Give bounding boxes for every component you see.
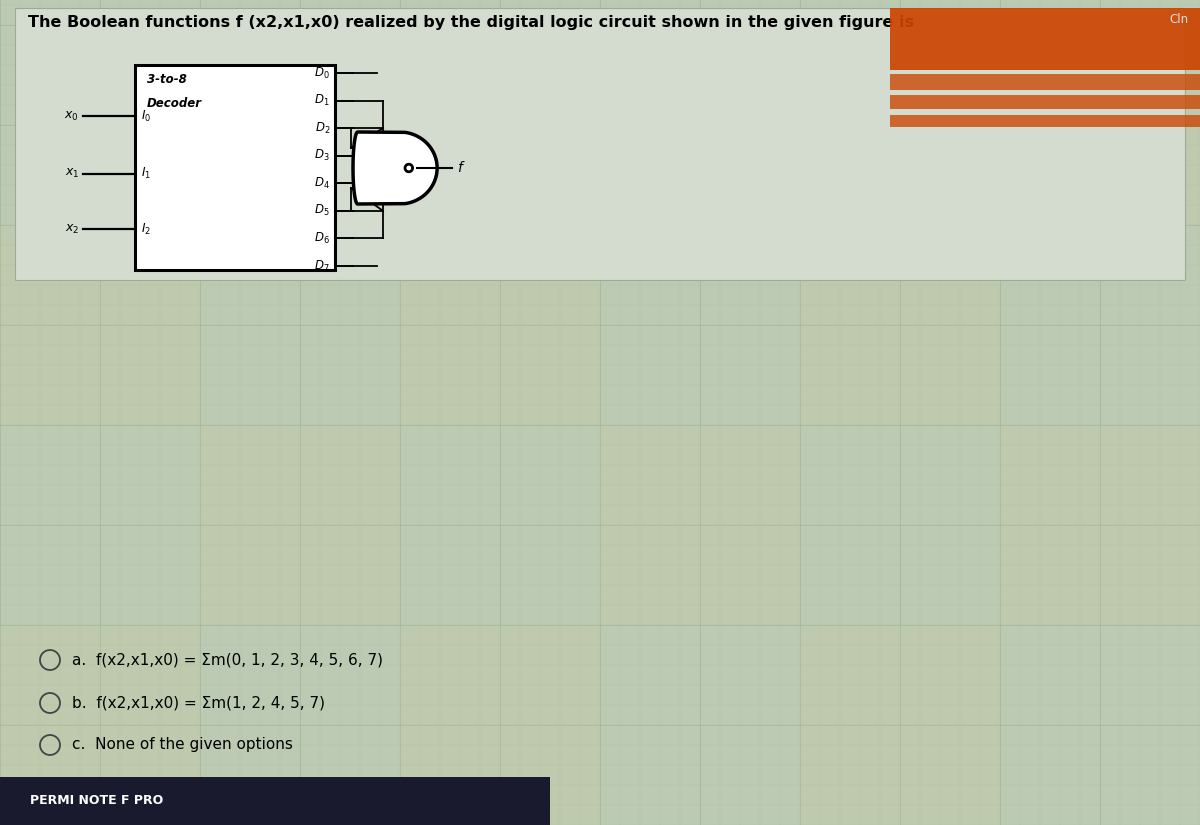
FancyBboxPatch shape	[890, 74, 1200, 90]
FancyBboxPatch shape	[600, 425, 800, 625]
Text: $x_0$: $x_0$	[65, 110, 79, 123]
Text: $I_2$: $I_2$	[142, 221, 151, 237]
Text: 3-to-8: 3-to-8	[148, 73, 187, 86]
FancyBboxPatch shape	[890, 8, 1200, 70]
Text: Decoder: Decoder	[148, 97, 202, 110]
Text: $D_7$: $D_7$	[314, 258, 330, 274]
Text: $D_6$: $D_6$	[314, 231, 330, 246]
FancyBboxPatch shape	[0, 777, 550, 825]
Text: Cln: Cln	[1169, 13, 1188, 26]
Text: $D_1$: $D_1$	[314, 93, 330, 108]
FancyBboxPatch shape	[1000, 425, 1200, 625]
Polygon shape	[353, 132, 437, 204]
Text: $f$: $f$	[456, 161, 466, 176]
FancyBboxPatch shape	[134, 65, 335, 270]
Text: $I_0$: $I_0$	[142, 109, 151, 124]
Text: $D_4$: $D_4$	[314, 176, 330, 191]
Text: $D_0$: $D_0$	[314, 65, 330, 81]
Text: The Boolean functions f (x2,x1,x0) realized by the digital logic circuit shown i: The Boolean functions f (x2,x1,x0) reali…	[28, 15, 914, 30]
FancyBboxPatch shape	[890, 115, 1200, 127]
Text: $I_1$: $I_1$	[142, 166, 151, 182]
Text: b.  f(x2,x1,x0) = Σm(1, 2, 4, 5, 7): b. f(x2,x1,x0) = Σm(1, 2, 4, 5, 7)	[72, 695, 325, 710]
FancyBboxPatch shape	[0, 225, 200, 425]
Text: $x_2$: $x_2$	[65, 223, 79, 236]
Text: a.  f(x2,x1,x0) = Σm(0, 1, 2, 3, 4, 5, 6, 7): a. f(x2,x1,x0) = Σm(0, 1, 2, 3, 4, 5, 6,…	[72, 653, 383, 667]
FancyBboxPatch shape	[1000, 25, 1200, 225]
Text: $D_2$: $D_2$	[314, 120, 330, 135]
Text: $D_3$: $D_3$	[314, 148, 330, 163]
FancyBboxPatch shape	[200, 25, 400, 225]
Text: $D_5$: $D_5$	[314, 203, 330, 219]
FancyBboxPatch shape	[200, 425, 400, 625]
FancyBboxPatch shape	[400, 625, 600, 825]
FancyBboxPatch shape	[800, 625, 1000, 825]
Text: $x_1$: $x_1$	[65, 167, 79, 180]
FancyBboxPatch shape	[800, 225, 1000, 425]
FancyBboxPatch shape	[890, 95, 1200, 109]
Text: PERMI NOTE F PRO: PERMI NOTE F PRO	[30, 794, 163, 808]
FancyBboxPatch shape	[400, 225, 600, 425]
FancyBboxPatch shape	[600, 25, 800, 225]
FancyBboxPatch shape	[14, 8, 1186, 280]
FancyBboxPatch shape	[0, 625, 200, 825]
Text: c.  None of the given options: c. None of the given options	[72, 738, 293, 752]
